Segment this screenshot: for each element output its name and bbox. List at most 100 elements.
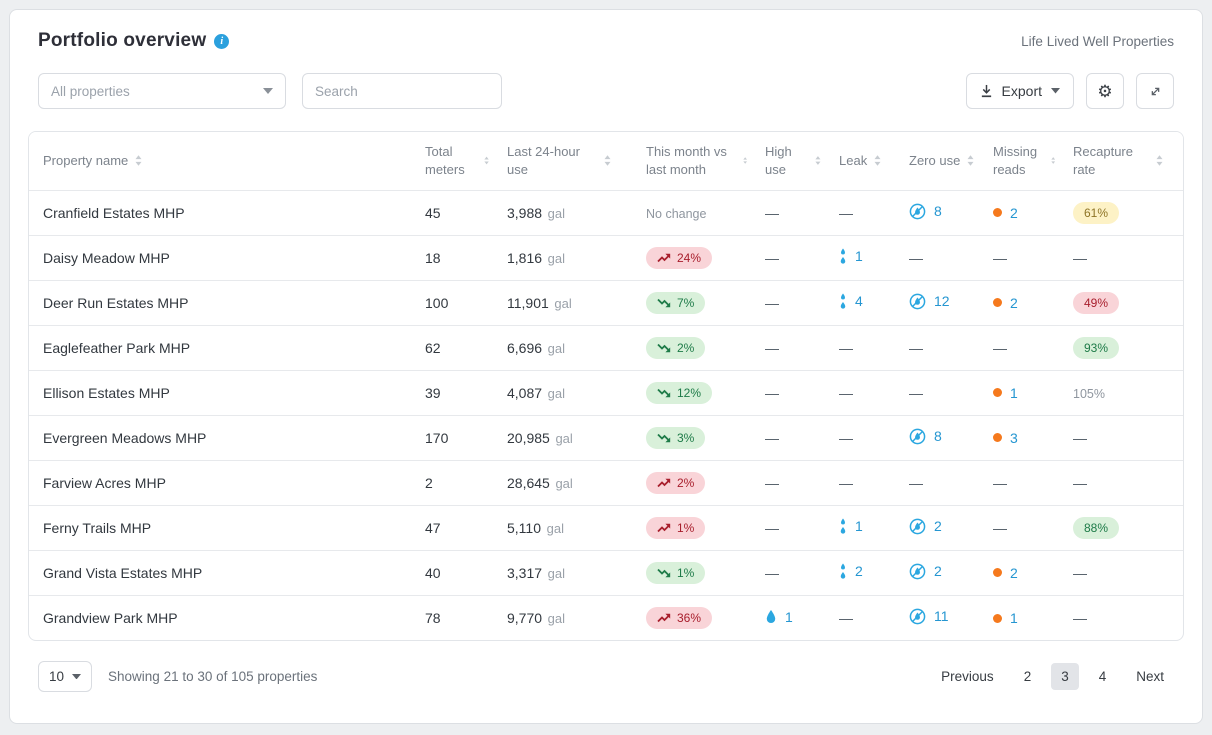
no-change-label: No change — [646, 206, 707, 221]
empty-dash: — — [765, 294, 779, 311]
leak-drips-icon — [840, 247, 846, 264]
month-vs-month-cell: 2% — [632, 460, 751, 505]
table-row[interactable]: Daisy Meadow MHP 18 1,816 gal 24% — 1 — — — — [29, 235, 1183, 280]
missing-reads-dot — [993, 613, 1002, 623]
sort-icon — [742, 157, 747, 165]
table-row[interactable]: Cranfield Estates MHP 45 3,988 gal No chang… — [29, 190, 1183, 235]
pagination-page-4[interactable]: 4 — [1098, 669, 1107, 684]
gal-unit: gal — [544, 565, 566, 581]
empty-dash: — — [839, 384, 853, 401]
empty-dash: — — [765, 474, 779, 491]
last24-use-cell: 3,988 gal — [507, 204, 566, 221]
empty-dash: — — [839, 429, 853, 446]
column-header-property-name[interactable]: Property name — [29, 132, 411, 190]
trend-down-pill: 2% — [646, 336, 706, 359]
info-icon[interactable]: i — [214, 33, 230, 49]
month-vs-month-cell: 36% — [632, 595, 751, 640]
trend-down-icon — [657, 388, 671, 397]
search-box[interactable] — [302, 73, 502, 109]
download-icon — [981, 84, 991, 98]
table-row[interactable]: Farview Acres MHP 2 28,645 gal 2% — — — — — — [29, 460, 1183, 505]
leak-cell: 2 — [825, 550, 895, 595]
leak-cell: — — [825, 190, 895, 235]
high-use-cell: — — [751, 415, 825, 460]
recapture-pill: 88% — [1073, 516, 1120, 539]
column-header-last24-use[interactable]: Last 24-hour use — [493, 132, 632, 190]
page-size-select[interactable]: 10 — [38, 661, 93, 692]
gal-unit: gal — [544, 205, 566, 221]
total-meters-cell: 78 — [425, 609, 441, 626]
table-row[interactable]: Evergreen Meadows MHP 170 20,985 gal 3% — — 8 3… — [29, 415, 1183, 460]
chevron-down-icon — [1051, 88, 1060, 94]
trend-up-icon — [657, 613, 671, 622]
last24-use-cell: 5,110 gal — [507, 519, 564, 536]
table-row[interactable]: Deer Run Estates MHP 100 11,901 gal 7% — 4 12 2… — [29, 280, 1183, 325]
high-use-cell: — — [751, 235, 825, 280]
table-row[interactable]: Grandview Park MHP 78 9,770 gal 36% 1—11 1— — [29, 595, 1183, 640]
missing-reads-cell: 2 — [979, 190, 1059, 235]
count-value: 1 — [855, 518, 863, 534]
export-label: Export — [1001, 83, 1042, 99]
last24-use-cell: 11,901 gal — [507, 294, 572, 311]
company-name: Life Lived Well Properties — [1021, 34, 1174, 49]
zero-use-icon — [909, 608, 926, 625]
column-header-leak[interactable]: Leak — [825, 132, 895, 190]
empty-dash: — — [765, 339, 779, 356]
table-row[interactable]: Grand Vista Estates MHP 40 3,317 gal 1% — 2 2 2… — [29, 550, 1183, 595]
column-header-total-meters[interactable]: Total meters — [411, 132, 493, 190]
count-value: 2 — [934, 563, 942, 579]
pagination-next[interactable]: Next — [1136, 669, 1164, 684]
page-title: Portfolio overview — [38, 30, 207, 51]
zero-use-cell: 12 — [895, 280, 979, 325]
sort-icon — [874, 155, 881, 166]
missing-reads-dot — [993, 433, 1002, 443]
column-header-zero-use[interactable]: Zero use — [895, 132, 979, 190]
sort-icon — [1050, 157, 1055, 165]
settings-button[interactable]: ⚙ — [1086, 73, 1124, 109]
total-meters-cell: 47 — [425, 519, 441, 536]
trend-up-icon — [657, 253, 671, 262]
recapture-pill: 93% — [1073, 336, 1120, 359]
missing-reads-dot — [993, 568, 1002, 578]
month-vs-month-cell: 24% — [632, 235, 751, 280]
total-meters-cell: 40 — [425, 564, 441, 581]
table-body: Cranfield Estates MHP 45 3,988 gal No chang… — [29, 190, 1183, 640]
property-name-cell: Grand Vista Estates MHP — [43, 564, 203, 581]
leak-drips-icon — [840, 292, 846, 309]
table-row[interactable]: Eaglefeather Park MHP 62 6,696 gal 2% — — — — 93… — [29, 325, 1183, 370]
trend-up-icon — [657, 523, 671, 532]
last24-use-cell: 28,645 gal — [507, 474, 573, 491]
column-header-missing-reads[interactable]: Missing reads — [979, 132, 1059, 190]
recapture-pill: 61% — [1073, 201, 1120, 224]
high-use-cell: — — [751, 460, 825, 505]
table-row[interactable]: Ferny Trails MHP 47 5,110 gal 1% — 1 2 — 88% — [29, 505, 1183, 550]
month-vs-month-cell: 12% — [632, 370, 751, 415]
export-button[interactable]: Export — [965, 73, 1074, 109]
pagination-previous[interactable]: Previous — [941, 669, 994, 684]
empty-dash: — — [839, 474, 853, 491]
empty-dash: — — [909, 249, 923, 266]
empty-dash: — — [1073, 429, 1087, 446]
count-value: 4 — [855, 293, 863, 309]
property-name-cell: Ferny Trails MHP — [43, 519, 152, 536]
recapture-pill: 49% — [1073, 291, 1120, 314]
trend-down-pill: 7% — [646, 291, 706, 314]
search-input[interactable] — [315, 83, 492, 99]
pagination-page-2[interactable]: 2 — [1023, 669, 1032, 684]
toolbar: All properties Export ⚙ — [28, 73, 1184, 109]
column-header-high-use[interactable]: High use — [751, 132, 825, 190]
leak-cell: 4 — [825, 280, 895, 325]
last24-use-cell: 4,087 gal — [507, 384, 566, 401]
leak-cell: — — [825, 325, 895, 370]
column-header-month-vs-month[interactable]: This month vs last month — [632, 132, 751, 190]
properties-table: Property name Total meters Last 24-hour … — [28, 131, 1184, 641]
property-filter-dropdown[interactable]: All properties — [38, 73, 286, 109]
recapture-rate-cell: 105% — [1059, 370, 1183, 415]
pagination-page-3-active[interactable]: 3 — [1051, 663, 1079, 690]
expand-button[interactable] — [1136, 73, 1174, 109]
empty-dash: — — [765, 249, 779, 266]
count-value: 3 — [1010, 429, 1018, 446]
trend-down-icon — [657, 433, 671, 442]
table-row[interactable]: Ellison Estates MHP 39 4,087 gal 12% — — — 1 105… — [29, 370, 1183, 415]
column-header-recapture-rate[interactable]: Recapture rate — [1059, 132, 1183, 190]
